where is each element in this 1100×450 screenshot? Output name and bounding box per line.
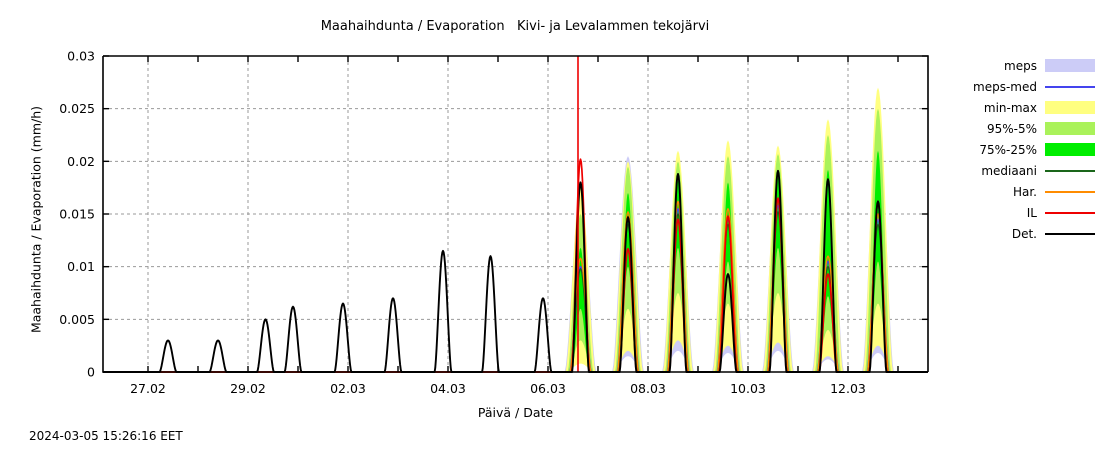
legend-item[interactable]: 75%-25% — [955, 139, 1095, 160]
legend-item-label: meps-med — [973, 79, 1037, 94]
legend-swatch-line — [1045, 169, 1095, 172]
legend-item[interactable]: min-max — [955, 97, 1095, 118]
legend-swatch-band — [1045, 101, 1095, 114]
y-tick-label: 0.005 — [59, 312, 95, 327]
y-tick-label: 0.025 — [59, 101, 95, 116]
x-tick-label: 02.03 — [330, 381, 366, 396]
grid-lines — [103, 55, 928, 372]
legend-swatch-band — [1045, 59, 1095, 72]
legend-swatch-band — [1045, 143, 1095, 156]
x-tick-label: 29.02 — [230, 381, 266, 396]
legend-item-label: Har. — [1012, 184, 1037, 199]
chart-legend: meps meps-med min-max 95%-5% 75%-25% mediaani… — [955, 55, 1095, 244]
legend-item[interactable]: meps-med — [955, 76, 1095, 97]
legend-item[interactable]: 95%-5% — [955, 118, 1095, 139]
legend-item-label: mediaani — [981, 163, 1037, 178]
y-tick-label: 0.015 — [59, 207, 95, 222]
y-tick-label: 0.02 — [67, 154, 95, 169]
legend-swatch-line — [1045, 85, 1095, 88]
x-tick-labels: 27.02 29.02 02.03 04.03 06.03 08.03 10.03 12.03 — [130, 381, 866, 396]
legend-item-label: 95%-5% — [986, 121, 1037, 136]
legend-item-label: 75%-25% — [979, 142, 1037, 157]
y-tick-label: 0 — [87, 365, 95, 380]
chart-title: Maahaihdunta / Evaporation Kivi- ja Leva… — [320, 19, 710, 34]
x-tick-label: 04.03 — [430, 381, 466, 396]
legend-item-label: min-max — [983, 100, 1037, 115]
legend-swatch-line — [1045, 190, 1095, 193]
x-tick-label: 10.03 — [730, 381, 766, 396]
legend-item-label: IL — [1026, 205, 1037, 220]
y-tick-label: 0.01 — [67, 259, 95, 274]
legend-swatch-line — [1045, 232, 1095, 235]
timestamp-label: 2024-03-05 15:26:16 EET — [29, 429, 183, 443]
legend-item-label: Det. — [1011, 226, 1037, 241]
legend-item[interactable]: meps — [955, 55, 1095, 76]
series-lines — [103, 158, 928, 373]
legend-item[interactable]: Det. — [955, 223, 1095, 244]
x-axis-label: Päivä / Date — [477, 405, 554, 420]
x-tick-label: 06.03 — [530, 381, 566, 396]
legend-item[interactable]: mediaani — [955, 160, 1095, 181]
legend-swatch-band — [1045, 122, 1095, 135]
legend-item[interactable]: IL — [955, 202, 1095, 223]
legend-item[interactable]: Har. — [955, 181, 1095, 202]
legend-item-label: meps — [1004, 58, 1037, 73]
y-tick-labels: 0 0.005 0.01 0.015 0.02 0.025 0.03 — [59, 49, 95, 380]
axis-frame — [102, 55, 929, 373]
legend-swatch-line — [1045, 211, 1095, 214]
y-tick-label: 0.03 — [67, 49, 95, 64]
x-tick-label: 08.03 — [630, 381, 666, 396]
x-tick-label: 12.03 — [830, 381, 866, 396]
x-tick-label: 27.02 — [130, 381, 166, 396]
